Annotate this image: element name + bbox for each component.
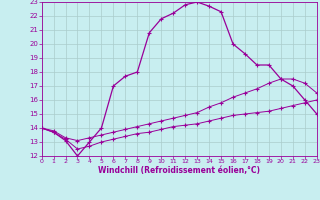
- X-axis label: Windchill (Refroidissement éolien,°C): Windchill (Refroidissement éolien,°C): [98, 166, 260, 175]
